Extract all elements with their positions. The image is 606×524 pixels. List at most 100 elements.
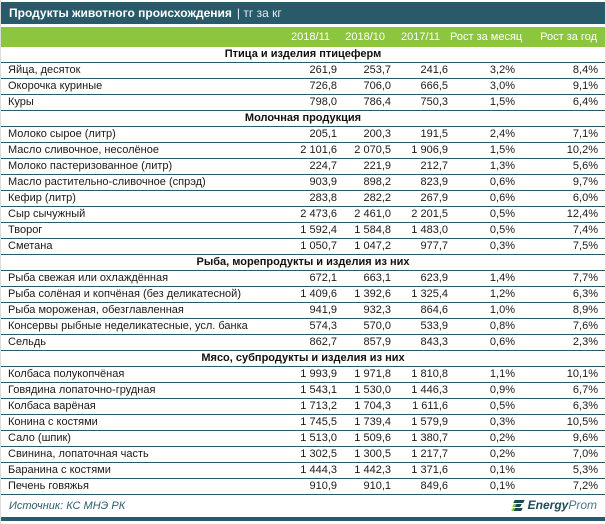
table-row: Колбаса полукопчёная 1 993,9 1 971,8 1 810,…	[1, 366, 605, 383]
value-cell: 9,7%	[520, 174, 605, 191]
table-row: Рыба свежая или охлаждённая 672,1 663,1 623…	[1, 270, 605, 287]
value-cell: 10,5%	[520, 414, 605, 431]
value-cell: 1 592,4	[277, 222, 339, 239]
table-row: Молоко сырое (литр) 205,1 200,3 191,5 2,4% 7,…	[1, 126, 605, 143]
value-cell: 3,0%	[450, 78, 520, 95]
value-cell: 1 810,8	[394, 366, 450, 383]
value-cell: 5,6%	[520, 158, 605, 175]
source-note: Источник: КС МНЭ РК	[9, 499, 126, 512]
value-cell: 282,2	[339, 190, 394, 207]
value-cell: 910,1	[339, 478, 394, 495]
value-cell: 7,0%	[520, 446, 605, 463]
table-row: Консервы рыбные неделикатесные, усл. бан…	[1, 318, 605, 335]
value-cell: 1 971,8	[339, 366, 394, 383]
value-cell: 672,1	[277, 270, 339, 287]
value-cell: 2 473,6	[277, 206, 339, 223]
value-cell: 1 409,6	[277, 286, 339, 303]
value-cell: 12,4%	[520, 206, 605, 223]
logo-text-bold: Energy	[527, 498, 569, 512]
value-cell: 2,3%	[520, 334, 605, 351]
value-cell: 2 101,6	[277, 142, 339, 159]
table-row: Сало (шпик) 1 513,0 1 509,6 1 380,7 0,2% 9,6%	[1, 430, 605, 447]
value-cell: 267,9	[394, 190, 450, 207]
product-name: Сало (шпик)	[1, 430, 277, 447]
table-row: Творог 1 592,4 1 584,8 1 483,0 0,5% 7,4%	[1, 222, 605, 239]
table-row: Масло растительно-сливочное (спрэд) 903,9…	[1, 174, 605, 191]
value-cell: 570,0	[339, 318, 394, 335]
value-cell: 849,6	[394, 478, 450, 495]
value-cell: 0,9%	[450, 382, 520, 399]
product-name: Рыба солёная и копчёная (без деликатесно…	[1, 286, 277, 303]
value-cell: 2 201,5	[394, 206, 450, 223]
section-title: Молочная продукция	[1, 110, 605, 127]
value-cell: 1 442,3	[339, 462, 394, 479]
value-cell: 5,3%	[520, 462, 605, 479]
table-row: Сыр сычужный 2 473,6 2 461,0 2 201,5 0,5% 12,…	[1, 206, 605, 223]
value-cell: 843,3	[394, 334, 450, 351]
table-row: Конина с костями 1 745,5 1 739,4 1 579,9 0,3…	[1, 414, 605, 431]
value-cell: 857,9	[339, 334, 394, 351]
value-cell: 7,5%	[520, 238, 605, 255]
value-cell: 2 461,0	[339, 206, 394, 223]
value-cell: 1 704,3	[339, 398, 394, 415]
value-cell: 1 513,0	[277, 430, 339, 447]
value-cell: 6,4%	[520, 94, 605, 111]
product-name: Конина с костями	[1, 414, 277, 431]
section-header-row: Птица и изделия птицеферм	[1, 47, 605, 63]
value-cell: 7,2%	[520, 478, 605, 495]
value-cell: 666,5	[394, 78, 450, 95]
product-name: Колбаса варёная	[1, 398, 277, 415]
product-name: Баранина с костями	[1, 462, 277, 479]
column-header-2018-11: 2018/11	[277, 27, 339, 47]
value-cell: 0,1%	[450, 478, 520, 495]
value-cell: 786,4	[339, 94, 394, 111]
value-cell: 1,5%	[450, 142, 520, 159]
table-row: Рыба мороженая, обезглавленная 941,9 932,3…	[1, 302, 605, 319]
section-header-row: Мясо, субпродукты и изделия из них	[1, 350, 605, 367]
value-cell: 1 371,6	[394, 462, 450, 479]
logo-text-light: Prom	[568, 498, 597, 512]
table-row: Говядина лопаточно-грудная 1 543,1 1 530,0…	[1, 382, 605, 399]
table-row: Кефир (литр) 283,8 282,2 267,9 0,6% 6,0%	[1, 190, 605, 207]
value-cell: 903,9	[277, 174, 339, 191]
value-cell: 1,2%	[450, 286, 520, 303]
table-body: Птица и изделия птицеферм Яйца, десяток 26…	[1, 47, 605, 495]
title-bar: Продукты животного происхождения | тг за …	[1, 2, 605, 24]
value-cell: 910,9	[277, 478, 339, 495]
value-cell: 941,9	[277, 302, 339, 319]
value-cell: 1 530,0	[339, 382, 394, 399]
product-name: Консервы рыбные неделикатесные, усл. бан…	[1, 318, 277, 335]
value-cell: 224,7	[277, 158, 339, 175]
value-cell: 0,3%	[450, 238, 520, 255]
value-cell: 253,7	[339, 62, 394, 79]
section-title: Мясо, субпродукты и изделия из них	[1, 350, 605, 367]
product-name: Сметана	[1, 238, 277, 255]
table-row: Рыба солёная и копчёная (без деликатесно…	[1, 286, 605, 303]
value-cell: 864,6	[394, 302, 450, 319]
value-cell: 1 579,9	[394, 414, 450, 431]
product-name: Куры	[1, 94, 277, 111]
product-name: Свинина, лопаточная часть	[1, 446, 277, 463]
value-cell: 0,5%	[450, 398, 520, 415]
value-cell: 1 392,6	[339, 286, 394, 303]
value-cell: 623,9	[394, 270, 450, 287]
table-row: Свинина, лопаточная часть 1 302,5 1 300,5 1…	[1, 446, 605, 463]
product-name: Молоко сырое (литр)	[1, 126, 277, 143]
value-cell: 1 993,9	[277, 366, 339, 383]
value-cell: 10,1%	[520, 366, 605, 383]
value-cell: 1,5%	[450, 94, 520, 111]
value-cell: 1 380,7	[394, 430, 450, 447]
value-cell: 1 050,7	[277, 238, 339, 255]
value-cell: 7,7%	[520, 270, 605, 287]
value-cell: 2,4%	[450, 126, 520, 143]
value-cell: 10,2%	[520, 142, 605, 159]
table-row: Колбаса варёная 1 713,2 1 704,3 1 611,6 0,5%…	[1, 398, 605, 415]
product-name: Яйца, десяток	[1, 62, 277, 79]
value-cell: 0,5%	[450, 206, 520, 223]
value-cell: 898,2	[339, 174, 394, 191]
value-cell: 1 217,7	[394, 446, 450, 463]
value-cell: 0,5%	[450, 222, 520, 239]
table-row: Яйца, десяток 261,9 253,7 241,6 3,2% 8,4%	[1, 62, 605, 79]
table-row: Окорочка куриные 726,8 706,0 666,5 3,0% 9,1%	[1, 78, 605, 95]
